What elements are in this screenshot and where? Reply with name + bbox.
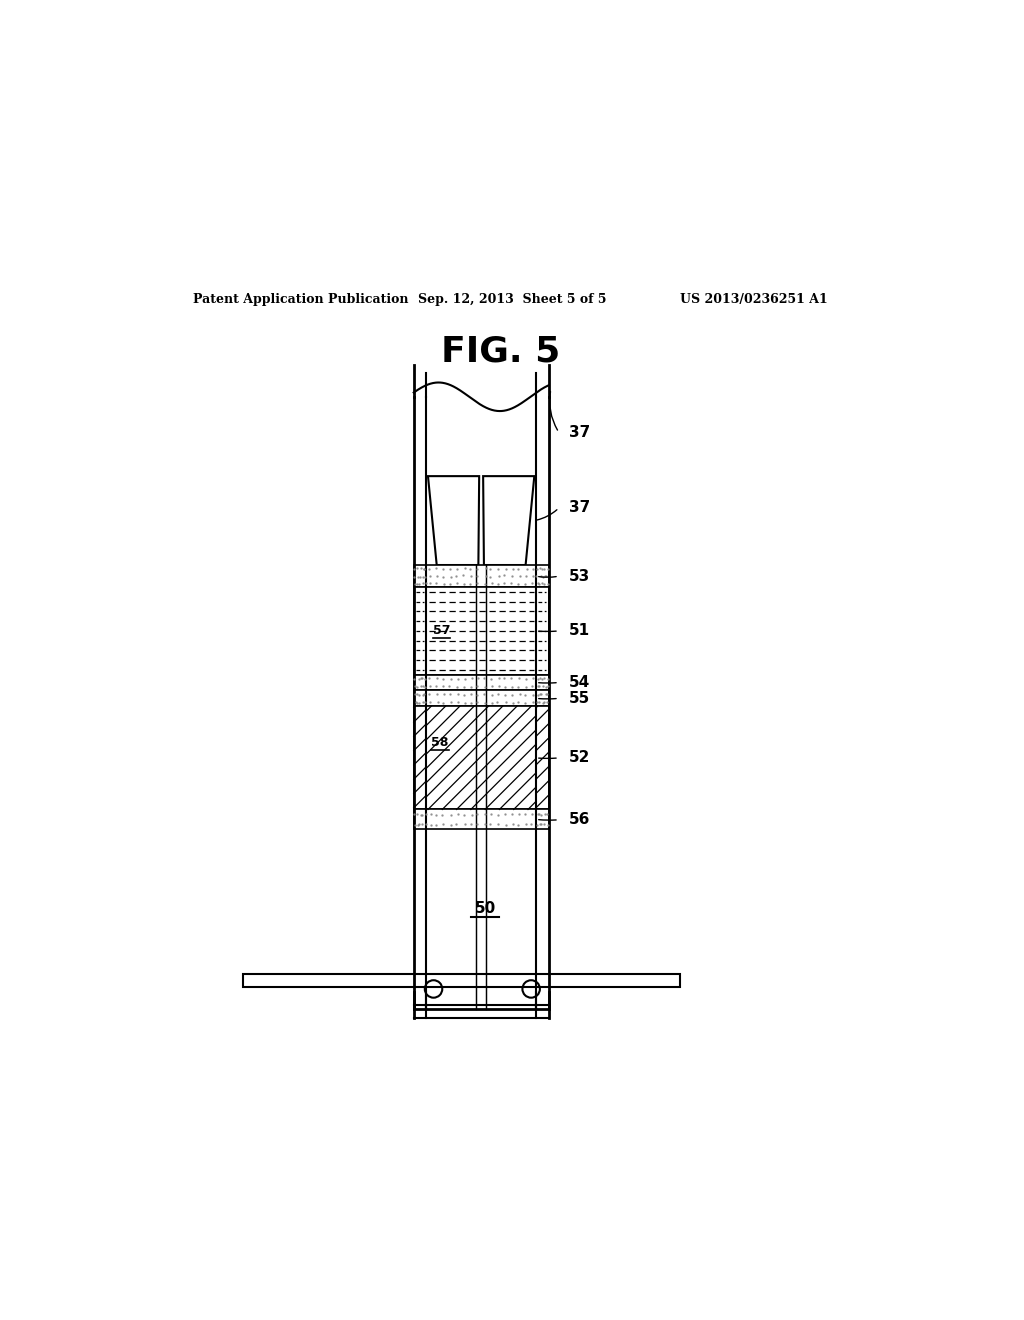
Text: 37: 37 xyxy=(569,500,591,515)
Bar xyxy=(536,675,549,690)
Text: Sep. 12, 2013  Sheet 5 of 5: Sep. 12, 2013 Sheet 5 of 5 xyxy=(418,293,606,306)
Text: FIG. 5: FIG. 5 xyxy=(441,334,561,368)
Bar xyxy=(426,690,536,706)
Text: 56: 56 xyxy=(569,812,591,828)
Text: 51: 51 xyxy=(569,623,591,639)
Text: 52: 52 xyxy=(569,750,591,766)
Bar xyxy=(414,675,426,690)
Polygon shape xyxy=(428,477,479,565)
Bar xyxy=(536,565,549,587)
Bar xyxy=(414,587,426,675)
Bar xyxy=(536,706,549,809)
Bar xyxy=(426,809,536,829)
Text: Patent Application Publication: Patent Application Publication xyxy=(194,293,409,306)
Bar xyxy=(536,809,549,829)
Bar xyxy=(414,565,426,587)
Text: 55: 55 xyxy=(569,690,591,706)
Bar xyxy=(414,690,426,706)
Bar xyxy=(414,706,426,809)
Bar xyxy=(426,565,536,587)
Bar xyxy=(414,809,426,829)
Bar xyxy=(536,690,549,706)
Text: 54: 54 xyxy=(569,675,591,690)
Text: 53: 53 xyxy=(569,569,591,583)
Text: 37: 37 xyxy=(569,425,591,440)
Bar xyxy=(426,587,536,675)
Bar xyxy=(426,675,536,690)
Bar xyxy=(536,587,549,675)
Text: 50: 50 xyxy=(474,902,496,916)
Text: US 2013/0236251 A1: US 2013/0236251 A1 xyxy=(680,293,827,306)
Text: 58: 58 xyxy=(431,735,449,748)
Polygon shape xyxy=(483,477,535,565)
Bar xyxy=(426,706,536,809)
Bar xyxy=(243,974,680,987)
Text: 57: 57 xyxy=(433,624,451,638)
